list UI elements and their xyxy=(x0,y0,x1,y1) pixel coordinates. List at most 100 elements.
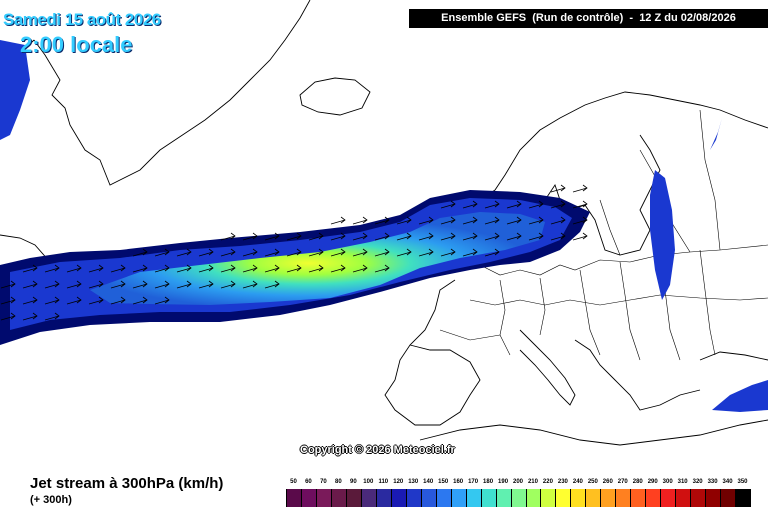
forecast-lead: (+ 300h) xyxy=(30,494,72,506)
wind-arrow-icon xyxy=(308,248,324,257)
scale-tick-label: 50 xyxy=(290,479,297,485)
wind-arrow-icon xyxy=(242,280,258,289)
scale-tick-label: 160 xyxy=(453,479,464,485)
legend-footer: Jet stream à 300hPa (km/h) (+ 300h) 50 60… xyxy=(0,462,768,512)
color-scale-labels: 50 60 70 80 90 100 110 120 130 140 150 160 170 180 190… xyxy=(282,479,752,489)
wind-arrow-icon xyxy=(264,280,280,289)
copyright-text: Copyright © 2026 Meteociel.fr xyxy=(300,444,455,456)
coastlines xyxy=(0,0,768,446)
wind-arrow-icon xyxy=(330,264,346,273)
italy xyxy=(519,329,576,406)
legend-title: Jet stream à 300hPa (km/h) xyxy=(30,475,224,492)
scale-tick-label: 110 xyxy=(378,479,389,485)
wind-arrow-icon xyxy=(528,200,544,209)
wind-arrow-icon xyxy=(352,264,368,273)
scale-tick-label: 90 xyxy=(350,479,357,485)
wind-arrow-icon xyxy=(330,216,346,225)
scale-swatch xyxy=(586,489,602,507)
wind-arrow-icon xyxy=(242,248,258,257)
balkans xyxy=(574,339,701,411)
wind-arrow-icon xyxy=(132,296,148,305)
wind-arrow-icon xyxy=(110,280,126,289)
forecast-date: Samedi 15 août 2026 xyxy=(3,10,161,29)
wind-arrow-icon xyxy=(572,184,588,193)
scale-tick-label: 290 xyxy=(647,479,658,485)
scale-swatch xyxy=(616,489,632,507)
wind-arrow-icon xyxy=(330,232,346,241)
wind-arrow-icon xyxy=(572,200,588,209)
scale-swatch xyxy=(571,489,587,507)
scale-swatch xyxy=(287,489,302,507)
wind-arrow-icon xyxy=(550,232,566,241)
wind-arrow-icon xyxy=(506,200,522,209)
wind-arrow-icon xyxy=(110,296,126,305)
scale-tick-label: 310 xyxy=(677,479,688,485)
wind-arrow-icon xyxy=(396,232,412,241)
wind-arrow-icon xyxy=(198,264,214,273)
wind-arrow-icon xyxy=(484,248,500,257)
wind-arrow-icon xyxy=(264,264,280,273)
wind-arrow-icon xyxy=(462,200,478,209)
scale-swatch xyxy=(676,489,692,507)
wind-arrow-icon xyxy=(198,248,214,257)
scale-tick-label: 80 xyxy=(335,479,342,485)
forecast-time: 2:00 locale xyxy=(20,32,133,57)
scale-swatch xyxy=(721,489,737,507)
wind-arrow-icon xyxy=(132,280,148,289)
wind-arrow-icon xyxy=(440,248,456,257)
wind-arrow-icon xyxy=(330,248,346,257)
wind-arrow-icon xyxy=(88,280,104,289)
wind-arrow-icon xyxy=(462,248,478,257)
wind-arrow-icon xyxy=(154,280,170,289)
scale-swatch xyxy=(346,489,362,507)
scale-tick-label: 180 xyxy=(483,479,494,485)
wind-arrow-icon xyxy=(572,216,588,225)
wind-arrow-icon xyxy=(110,264,126,273)
wind-arrow-icon xyxy=(44,312,60,321)
wind-arrow-icon xyxy=(154,264,170,273)
scale-tick-label: 240 xyxy=(572,479,583,485)
scale-swatch xyxy=(631,489,647,507)
scale-swatch xyxy=(541,489,557,507)
scale-tick-label: 350 xyxy=(737,479,748,485)
scale-swatch xyxy=(421,489,437,507)
wind-arrow-icon xyxy=(264,232,280,241)
scale-tick-label: 140 xyxy=(423,479,434,485)
wind-arrow-icon xyxy=(242,264,258,273)
scale-tick-label: 320 xyxy=(692,479,703,485)
scale-tick-label: 60 xyxy=(305,479,312,485)
wind-arrow-icon xyxy=(308,232,324,241)
scale-swatch xyxy=(361,489,377,507)
scale-swatch xyxy=(691,489,707,507)
wind-arrow-icon xyxy=(220,264,236,273)
wind-arrow-icon xyxy=(286,232,302,241)
wind-arrow-icon xyxy=(44,264,60,273)
scale-swatch xyxy=(601,489,617,507)
mediterranean-south xyxy=(419,419,768,446)
wind-arrow-icon xyxy=(22,280,38,289)
wind-arrow-icon xyxy=(22,264,38,273)
wind-arrow-icon xyxy=(220,232,236,241)
wind-arrow-icon xyxy=(66,280,82,289)
wind-arrow-icon xyxy=(220,248,236,257)
scale-tick-label: 340 xyxy=(722,479,733,485)
wind-arrow-icon xyxy=(484,200,500,209)
wind-arrow-icon xyxy=(176,280,192,289)
wind-arrow-icon xyxy=(352,216,368,225)
wind-arrow-icon xyxy=(462,216,478,225)
scale-tick-label: 220 xyxy=(542,479,553,485)
wind-arrow-icon xyxy=(462,232,478,241)
scale-swatch xyxy=(391,489,407,507)
iberia xyxy=(384,344,481,426)
wind-arrow-icon xyxy=(286,264,302,273)
wind-arrow-icon xyxy=(176,248,192,257)
wind-arrow-icon xyxy=(0,312,16,321)
scale-swatch xyxy=(331,489,347,507)
wind-arrow-icon xyxy=(418,216,434,225)
wind-arrow-icon xyxy=(418,232,434,241)
wind-arrow-icon xyxy=(484,232,500,241)
wind-arrow-icon xyxy=(66,264,82,273)
scale-swatch xyxy=(736,489,752,507)
wind-arrow-icon xyxy=(198,280,214,289)
wind-arrow-icon xyxy=(572,232,588,241)
